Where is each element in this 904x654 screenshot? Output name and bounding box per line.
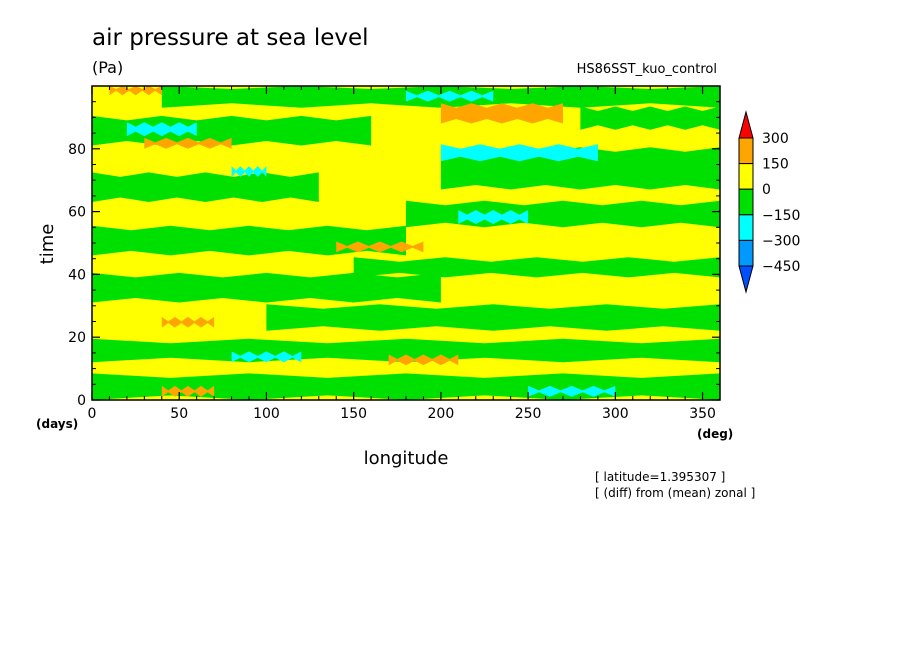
- plot-area: [91, 85, 721, 401]
- contour-region-7: [92, 172, 319, 202]
- contour-fill-regions: [92, 86, 721, 400]
- colorbar-label: 0: [762, 182, 771, 198]
- colorbar-swatch: [738, 163, 754, 190]
- dataset-name: HS86SST_kuo_control: [577, 62, 717, 77]
- contour-region-25: [109, 86, 162, 96]
- annotation-latitude: [ latitude=1.395307 ]: [595, 470, 725, 484]
- contour-region-19: [161, 385, 215, 397]
- x-tick-label: 300: [602, 406, 629, 422]
- contour-region-5: [92, 225, 406, 256]
- contour-region-22: [336, 241, 424, 253]
- x-tick-label: 350: [689, 406, 716, 422]
- chart-units: (Pa): [92, 58, 123, 77]
- contour-region-15: [231, 166, 267, 177]
- x-axis-label: longitude: [364, 448, 449, 469]
- colorbar-overflow-high: [738, 110, 754, 139]
- contour-region-12: [528, 385, 616, 397]
- contour-region-2: [266, 304, 720, 331]
- y-tick-label: 40: [68, 267, 86, 283]
- colorbar-swatch: [738, 214, 754, 241]
- contour-region-24: [440, 103, 563, 124]
- colorbar-label: −150: [762, 208, 800, 224]
- contour-region-3: [92, 272, 441, 303]
- contour-region-10: [580, 106, 720, 130]
- y-tick-label: 0: [77, 393, 86, 409]
- y-tick-label: 80: [68, 142, 86, 158]
- contour-region-16: [440, 144, 598, 162]
- x-axis-ticks: 0 50 100 150 200 250 300 350: [88, 86, 716, 422]
- contour-region-23: [144, 137, 232, 149]
- contour-region-13: [231, 351, 302, 363]
- colorbar-swatch: [738, 188, 754, 216]
- x-tick-label: 50: [170, 406, 188, 422]
- contour-region-4: [353, 257, 720, 278]
- contour-region-21: [161, 316, 215, 328]
- chart-title: air pressure at sea level: [92, 25, 369, 51]
- x-tick-label: 150: [340, 406, 367, 422]
- contour-region-14: [458, 210, 529, 224]
- contour-region-17: [126, 122, 197, 137]
- colorbar-label: 300: [762, 131, 789, 147]
- x-tick-label: 0: [88, 406, 97, 422]
- x-tick-label: 250: [515, 406, 542, 422]
- contour-region-6: [406, 200, 720, 228]
- colorbar-label: −300: [762, 233, 800, 249]
- x-tick-label: 200: [428, 406, 455, 422]
- colorbar-swatch: [738, 137, 754, 165]
- colorbar-swatch: [738, 239, 754, 267]
- colorbar-label: −450: [762, 259, 800, 275]
- annotation-diff: [ (diff) from (mean) zonal ]: [595, 486, 755, 500]
- x-tick-label: 100: [253, 406, 280, 422]
- y-axis-label: time: [37, 224, 58, 265]
- colorbar-overflow-low: [738, 265, 754, 294]
- contour-region-0: [92, 373, 720, 400]
- colorbar-label: 150: [762, 157, 789, 173]
- contour-region-18: [406, 90, 494, 102]
- y-tick-label: 20: [68, 330, 86, 346]
- contour-region-20: [388, 354, 459, 366]
- colorbar: 300 150 0 −150 −300 −450: [738, 110, 800, 294]
- y-unit-label: (days): [36, 417, 78, 431]
- y-tick-label: 60: [68, 205, 86, 221]
- y-axis-ticks: 0 20 40 60 80: [68, 101, 720, 409]
- x-unit-label: (deg): [697, 427, 733, 441]
